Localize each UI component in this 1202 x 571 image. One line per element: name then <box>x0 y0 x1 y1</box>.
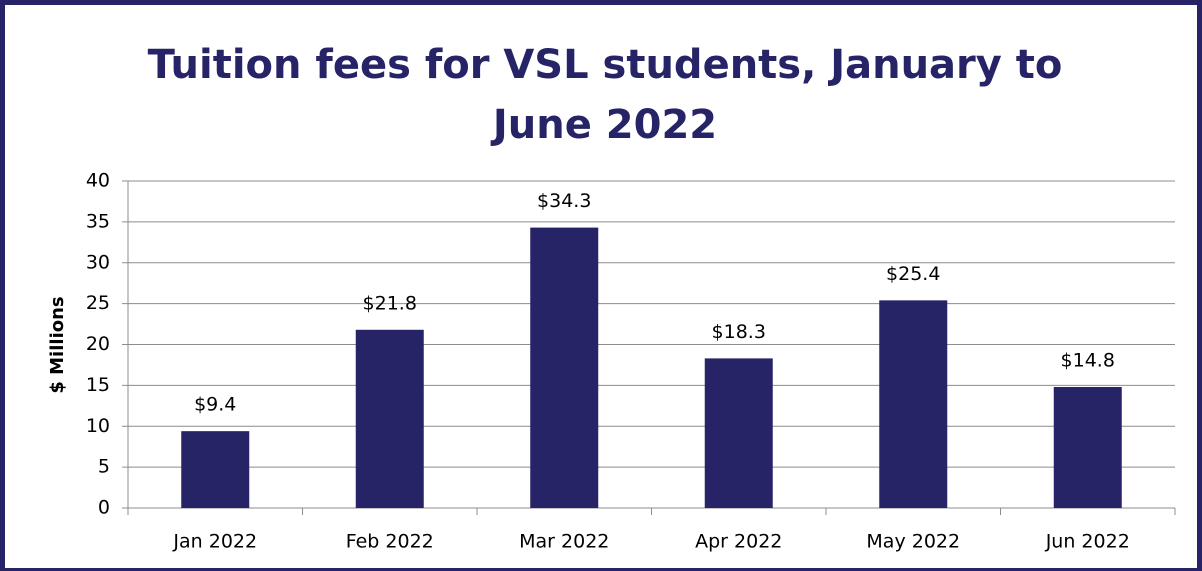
x-tick-label: Jun 2022 <box>1045 531 1130 553</box>
y-tick-label: 40 <box>86 170 110 192</box>
bar <box>704 358 773 508</box>
x-tick-label: May 2022 <box>866 531 960 553</box>
x-tick-label: Feb 2022 <box>346 531 434 553</box>
data-label: $21.8 <box>363 292 417 314</box>
data-label: $34.3 <box>537 190 591 212</box>
y-tick-label: 15 <box>86 374 110 396</box>
x-tick-label: Jan 2022 <box>172 531 257 553</box>
data-label: $25.4 <box>886 263 940 285</box>
y-axis-label: $ Millions <box>47 296 68 393</box>
bar <box>355 329 424 508</box>
data-label: $9.4 <box>194 394 236 416</box>
bar <box>181 431 250 508</box>
bar <box>1053 387 1122 508</box>
x-tick-label: Apr 2022 <box>695 531 782 553</box>
y-tick-label: 35 <box>86 210 110 232</box>
bar <box>879 300 948 508</box>
y-tick-label: 10 <box>86 415 110 437</box>
y-tick-label: 20 <box>86 333 110 355</box>
data-label: $18.3 <box>712 321 766 343</box>
y-tick-label: 5 <box>98 456 110 478</box>
bar <box>530 227 599 508</box>
y-tick-label: 25 <box>86 292 110 314</box>
x-tick-label: Mar 2022 <box>519 531 609 553</box>
y-tick-label: 30 <box>86 251 110 273</box>
chart-title: Tuition fees for VSL students, January t… <box>147 42 1063 148</box>
data-label: $14.8 <box>1061 350 1115 372</box>
y-tick-label: 0 <box>98 497 110 519</box>
